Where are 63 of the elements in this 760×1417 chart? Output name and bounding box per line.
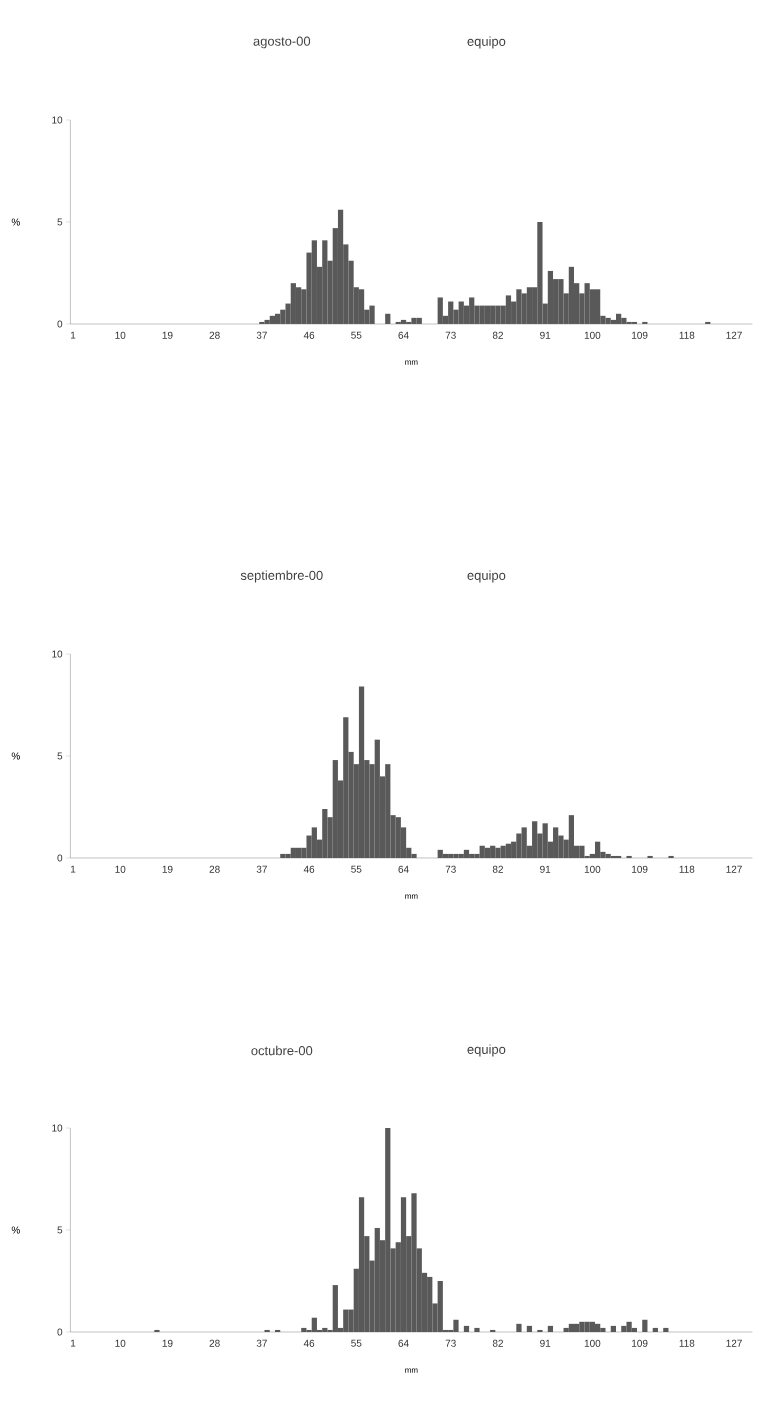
chart-title: agosto-00: [253, 36, 311, 49]
y-tick-label: 5: [57, 752, 63, 760]
chart-title: octubre-00: [251, 1045, 313, 1056]
x-tick-label: 55: [351, 331, 362, 339]
x-tick-label: 118: [679, 1339, 695, 1347]
x-tick-label: 91: [540, 331, 551, 339]
y-tick-label: 10: [52, 650, 63, 658]
x-tick-label: 10: [115, 331, 126, 339]
x-tick-label: 64: [398, 1339, 409, 1347]
x-tick-label: 127: [726, 1339, 742, 1347]
x-tick-label: 55: [351, 865, 362, 873]
x-tick-label: 37: [256, 331, 267, 339]
x-tick-label: 19: [162, 331, 173, 339]
x-tick-label: 19: [162, 865, 173, 873]
x-tick-label: 19: [162, 1339, 173, 1347]
x-tick-label: 109: [632, 331, 648, 339]
x-tick-label: 10: [115, 1339, 126, 1347]
chart-subtitle: equipo: [467, 1044, 506, 1057]
y-tick-label: 0: [57, 320, 63, 328]
x-tick-label: 1: [71, 331, 76, 339]
y-tick-label: 0: [57, 1328, 63, 1336]
x-tick-label: 118: [679, 331, 695, 339]
x-tick-label: 37: [256, 865, 267, 873]
y-axis-title: %: [11, 752, 20, 760]
x-tick-label: 28: [209, 1339, 220, 1347]
y-tick-label: 5: [57, 218, 63, 226]
chart-title: septiembre-00: [240, 570, 323, 583]
x-tick-label: 82: [492, 1339, 503, 1347]
x-tick-label: 100: [584, 865, 601, 873]
x-tick-label: 100: [584, 1339, 601, 1347]
x-tick-label: 82: [492, 865, 503, 873]
x-tick-label: 118: [679, 865, 695, 873]
x-tick-label: 37: [256, 1339, 267, 1347]
x-tick-label: 109: [632, 865, 648, 873]
x-tick-label: 91: [540, 1339, 551, 1347]
x-tick-label: 1: [71, 1339, 76, 1347]
x-tick-label: 127: [726, 865, 742, 873]
y-tick-label: 5: [57, 1226, 63, 1234]
x-tick-label: 109: [632, 1339, 648, 1347]
y-tick-label: 0: [57, 854, 63, 862]
x-tick-label: 28: [209, 331, 220, 339]
x-tick-label: 10: [115, 865, 126, 873]
x-tick-label: 46: [303, 331, 315, 339]
x-tick-label: 73: [445, 865, 456, 873]
y-axis-title: %: [11, 218, 20, 226]
x-tick-label: 46: [303, 865, 315, 873]
y-axis-title: %: [11, 1226, 20, 1234]
x-tick-label: 1: [71, 865, 76, 873]
y-tick-label: 10: [52, 1124, 63, 1132]
chart-subtitle: equipo: [467, 570, 506, 583]
x-tick-label: 64: [398, 331, 409, 339]
x-tick-label: 73: [445, 1339, 456, 1347]
x-tick-label: 127: [726, 331, 742, 339]
y-tick-label: 10: [52, 116, 63, 124]
x-tick-label: 100: [584, 331, 601, 339]
chart-subtitle: equipo: [467, 36, 506, 49]
x-tick-label: 46: [303, 1339, 315, 1347]
x-tick-label: 82: [492, 331, 503, 339]
x-tick-label: 55: [351, 1339, 362, 1347]
x-tick-label: 64: [398, 865, 409, 873]
x-tick-label: 28: [209, 865, 220, 873]
x-tick-label: 91: [540, 865, 551, 873]
x-tick-label: 73: [445, 331, 456, 339]
